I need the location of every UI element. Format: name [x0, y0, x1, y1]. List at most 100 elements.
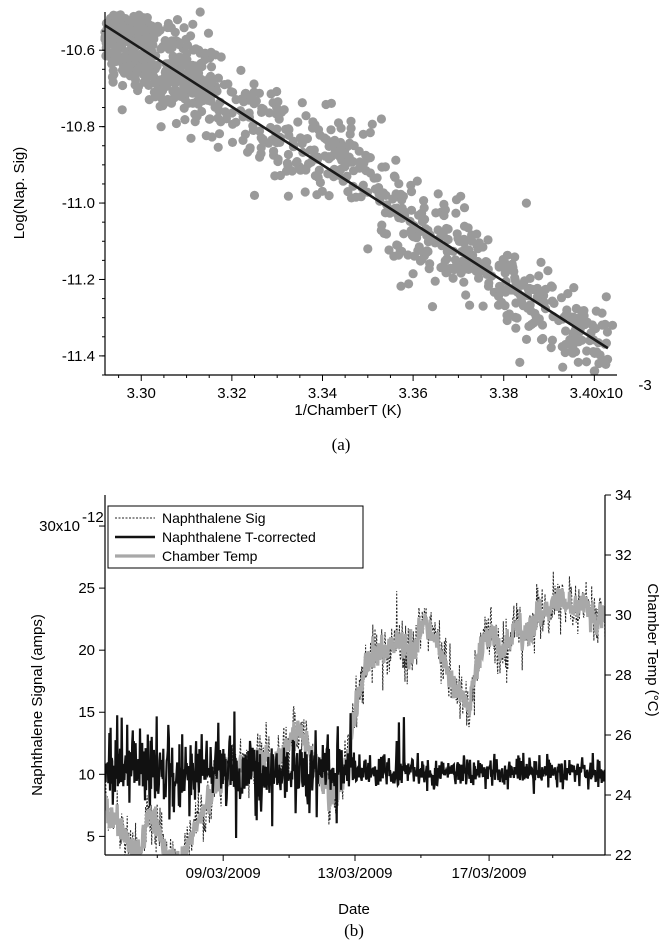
scatter-point: [512, 313, 522, 323]
scatter-point: [312, 190, 322, 200]
scatter-point: [573, 357, 583, 367]
scatter-point: [484, 278, 494, 288]
scatter-point: [568, 348, 578, 358]
scatter-point: [300, 134, 310, 144]
scatter-point: [174, 39, 184, 50]
scatter-point: [398, 191, 408, 201]
scatter-point: [591, 306, 601, 316]
scatter-point: [456, 191, 466, 201]
x-ticks: 09/03/2009 13/03/2009 17/03/2009: [156, 855, 554, 882]
scatter-point: [324, 191, 334, 201]
scatter-point: [448, 273, 458, 283]
scatter-point: [427, 302, 438, 312]
scatter-point: [206, 62, 217, 72]
scatter-point: [220, 107, 230, 117]
scatter-point: [406, 180, 416, 190]
scatter-point: [393, 241, 403, 251]
scatter-point: [170, 27, 180, 37]
scatter-point: [118, 80, 128, 91]
scatter-point: [561, 309, 571, 320]
x-axis-label: Date: [338, 901, 370, 918]
panel-b-timeseries: 09/03/2009 13/03/2009 17/03/2009 5 10 15 20 25…: [29, 487, 660, 940]
scatter-point: [236, 65, 246, 75]
scatter-point: [582, 346, 592, 356]
y-left-tick-label: 30x10: [39, 518, 80, 535]
y-right-tick-label: 32: [615, 547, 632, 564]
scatter-point: [310, 171, 320, 181]
scatter-point: [345, 129, 355, 139]
x-tick-label: 13/03/2009: [317, 865, 392, 882]
scatter-point: [142, 32, 152, 42]
scatter-point: [117, 105, 127, 115]
scatter-point: [201, 131, 211, 141]
fit-line: [104, 24, 609, 350]
x-multiplier-exponent: -3: [638, 377, 651, 394]
scatter-point: [119, 54, 129, 64]
y-left-tick-label: 20: [78, 642, 95, 659]
scatter-point: [534, 271, 544, 281]
series-naphthalene-t-corrected: [105, 711, 605, 839]
scatter-point: [594, 358, 604, 369]
scatter-point: [293, 117, 303, 127]
y-right-tick-label: 30: [615, 607, 632, 624]
legend-label-sig: Naphthalene Sig: [162, 510, 266, 526]
scatter-point: [592, 347, 602, 357]
scatter-point: [257, 103, 267, 113]
scatter-point: [213, 73, 223, 83]
scatter-point: [358, 180, 368, 190]
scatter-point: [547, 335, 558, 345]
scatter-point: [329, 138, 339, 148]
scatter-point: [326, 98, 336, 108]
scatter-point: [356, 192, 366, 202]
scatter-point: [142, 13, 152, 23]
scatter-point: [179, 103, 189, 113]
scatter-point: [324, 154, 334, 164]
scatter-point: [459, 221, 470, 231]
scatter-point: [359, 158, 369, 168]
scatter-point: [568, 315, 578, 325]
scatter-point: [282, 158, 292, 168]
scatter-point: [439, 199, 449, 209]
scatter-point: [404, 279, 414, 289]
y-tick-label: -11.4: [62, 348, 95, 365]
scatter-point: [381, 229, 392, 239]
scatter-point: [399, 229, 409, 239]
scatter-point: [214, 129, 225, 139]
scatter-point: [461, 290, 471, 300]
scatter-point: [546, 343, 556, 353]
y-tick-label: -11.2: [62, 271, 95, 288]
scatter-point: [601, 292, 611, 302]
caption-b: (b): [344, 921, 364, 940]
panel-a-scatter: 3.30 3.32 3.34 3.36 3.38 3.40x10 -3 -10.6 -10.8…: [11, 7, 652, 454]
scatter-point: [414, 242, 424, 252]
scatter-point: [150, 92, 160, 102]
scatter-point: [283, 191, 293, 201]
scatter-point: [194, 45, 204, 55]
scatter-point: [297, 98, 307, 108]
scatter-point: [589, 366, 599, 376]
scatter-point: [149, 32, 159, 42]
scatter-point: [179, 86, 189, 97]
scatter-point: [246, 92, 257, 102]
scatter-point: [156, 44, 166, 54]
scatter-point: [419, 196, 429, 206]
scatter-point: [358, 129, 368, 139]
scatter-point: [227, 137, 238, 147]
scatter-point: [205, 76, 215, 86]
scatter-point: [536, 257, 546, 267]
x-tick-label: 3.30: [127, 385, 156, 402]
scatter-point: [543, 266, 553, 276]
scatter-point: [336, 123, 346, 133]
y-axis-label: Log(Nap. Sig): [11, 147, 28, 240]
scatter-point: [363, 244, 373, 254]
scatter-point: [391, 155, 401, 165]
scatter-point: [524, 321, 534, 331]
scatter-point: [369, 173, 379, 183]
scatter-point: [346, 116, 356, 126]
y-tick-label: -10.8: [61, 119, 95, 136]
scatter-point: [300, 187, 310, 197]
x-tick-label: 17/03/2009: [452, 865, 527, 882]
scatter-point: [380, 162, 390, 172]
scatter-point: [223, 79, 233, 89]
